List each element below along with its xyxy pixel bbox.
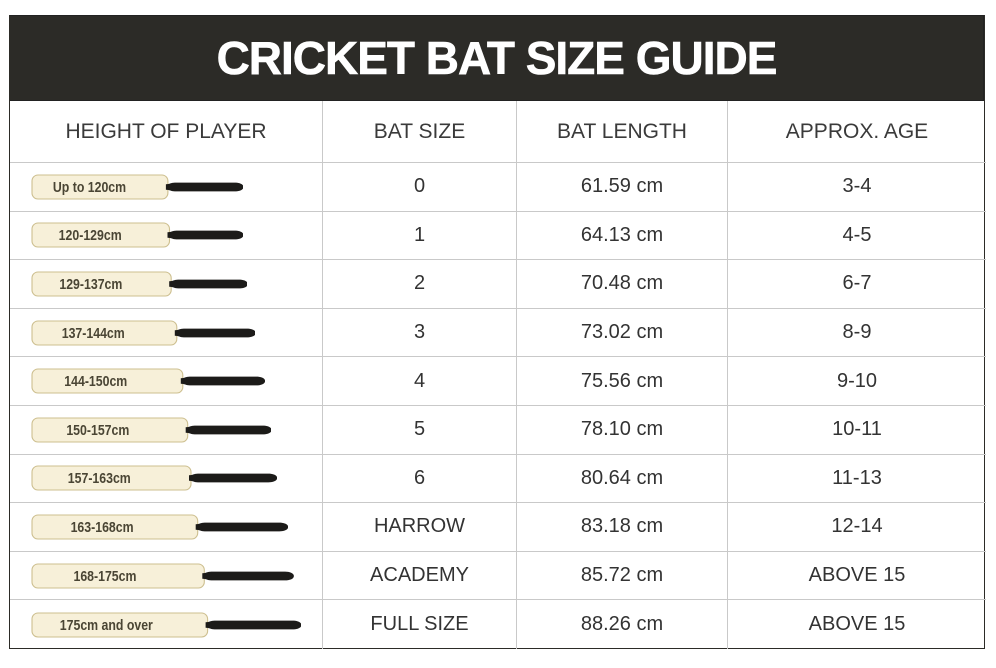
svg-text:175cm and over: 175cm and over <box>60 617 154 633</box>
svg-text:137-144cm: 137-144cm <box>62 324 125 340</box>
svg-text:163-168cm: 163-168cm <box>71 519 134 535</box>
svg-text:144-150cm: 144-150cm <box>64 373 127 389</box>
svg-text:168-175cm: 168-175cm <box>73 567 136 583</box>
svg-text:Up to 120cm: Up to 120cm <box>53 179 126 195</box>
svg-text:157-163cm: 157-163cm <box>68 470 131 486</box>
svg-text:120-129cm: 120-129cm <box>59 227 122 243</box>
svg-text:129-137cm: 129-137cm <box>59 276 122 292</box>
svg-text:150-157cm: 150-157cm <box>66 422 129 438</box>
